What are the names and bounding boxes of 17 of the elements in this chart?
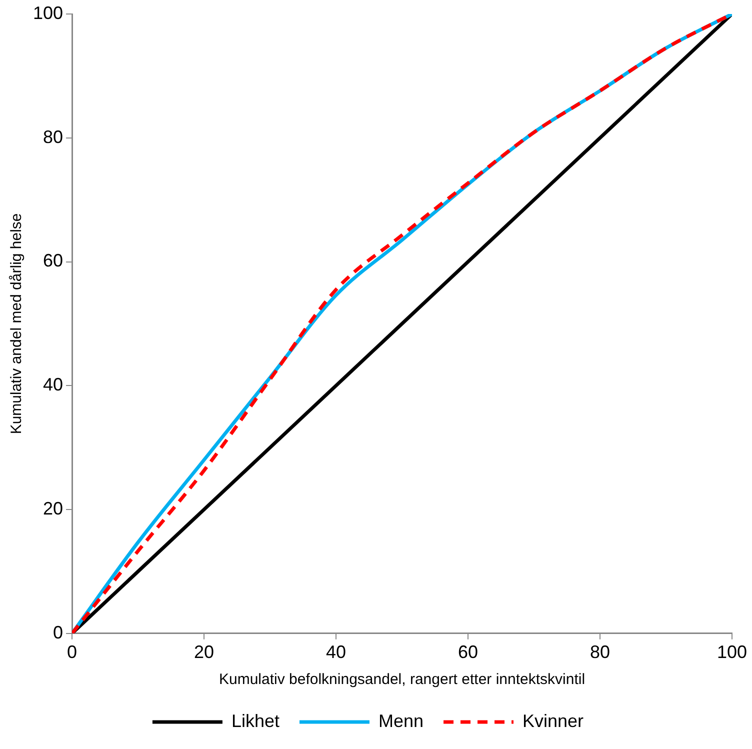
x-tick-label: 40: [326, 642, 346, 662]
y-tick-label: 100: [32, 2, 64, 23]
y-tick-label: 60: [43, 250, 64, 271]
x-tick-label: 80: [590, 642, 610, 662]
legend-label: Menn: [378, 710, 424, 731]
y-tick-label: 40: [43, 374, 64, 395]
x-axis-title: Kumulativ befolkningsandel, rangert etter inntektskvintil: [219, 671, 586, 688]
x-tick-label: 0: [67, 642, 78, 662]
x-tick-label: 60: [458, 642, 478, 662]
x-tick-label: 20: [194, 642, 214, 662]
y-tick-label: 0: [53, 622, 64, 642]
y-tick-label: 80: [43, 126, 64, 147]
y-axis-title: Kumulativ andel med dårlig helse: [8, 213, 26, 434]
x-tick-label: 100: [716, 642, 748, 662]
legend-label: Likhet: [231, 710, 280, 731]
y-tick-label: 20: [43, 498, 64, 518]
legend-label: Kvinner: [522, 710, 584, 731]
